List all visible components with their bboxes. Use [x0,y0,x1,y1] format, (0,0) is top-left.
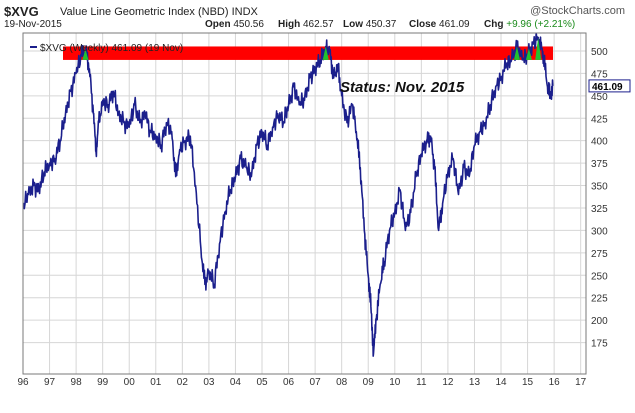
series-group [23,33,554,357]
last-value-label: 461.09 [592,82,623,93]
x-tick-label: 03 [203,377,215,388]
high-value: 462.57 [303,19,334,30]
resistance-band [63,46,553,60]
close-quote: Close 461.09 [409,19,470,30]
index-title: Value Line Geometric Index (NBD) [60,6,229,18]
x-tick-label: 08 [336,377,348,388]
y-tick-label: 275 [591,249,608,260]
y-tick-label: 350 [591,182,608,193]
y-tick-label: 175 [591,339,608,350]
y-tick-label: 225 [591,294,608,305]
x-tick-label: 16 [549,377,561,388]
x-tick-label: 01 [150,377,162,388]
y-tick-label: 250 [591,271,608,282]
close-value: 461.09 [439,19,470,30]
x-tick-label: 06 [283,377,295,388]
x-tick-label: 96 [17,377,29,388]
y-tick-label: 400 [591,137,608,148]
x-tick-label: 99 [97,377,109,388]
x-tick-label: 10 [389,377,401,388]
x-axis: 96 97 98 99 00 01 02 03 04 05 06 07 08 09 10 11 12 13 14 15… [17,377,586,388]
x-tick-label: 97 [44,377,56,388]
series-line [23,33,554,357]
change-quote: Chg +9.96 (+2.21%) [484,19,575,30]
low-label: Low [343,19,363,30]
x-tick-label: 00 [124,377,136,388]
legend-label: $XVG (Weekly) 461.09 (19 Nov) [40,43,183,54]
y-tick-label: 300 [591,226,608,237]
y-tick-label: 325 [591,204,608,215]
close-label: Close [409,19,437,30]
last-value-box [588,79,631,93]
peak-highlight [535,37,542,60]
x-tick-label: 07 [310,377,322,388]
change-value: +9.96 (+2.21%) [506,19,576,30]
peak-highlight [322,46,329,60]
low-quote: Low 450.37 [343,19,396,30]
x-tick-label: 14 [495,377,507,388]
x-tick-label: 98 [71,377,83,388]
y-tick-label: 475 [591,69,608,80]
x-tick-label: 13 [469,377,481,388]
peak-highlight [525,48,532,60]
x-tick-label: 15 [522,377,534,388]
x-tick-label: 12 [442,377,454,388]
x-tick-label: 05 [256,377,268,388]
y-tick-label: 450 [591,92,608,103]
peak-highlight [82,49,89,60]
high-label: High [278,19,301,30]
x-tick-label: 11 [416,377,427,388]
open-quote: Open 450.56 [205,19,264,30]
chart-symbol: $XVG [4,4,39,19]
y-tick-label: 200 [591,316,608,327]
open-value: 450.56 [233,19,264,30]
peak-highlights [82,37,542,60]
x-tick-label: 02 [177,377,189,388]
exchange-label: INDX [231,6,258,18]
open-label: Open [205,19,231,30]
y-tick-label: 500 [591,47,608,58]
y-axis: 175 200 225 250 275 300 325 350 375 400 425 450 475 5… [591,47,608,350]
y-tick-label: 425 [591,114,608,125]
quote-date: 19-Nov-2015 [4,19,62,30]
x-tick-label: 17 [575,377,587,388]
brand-label[interactable]: @StockCharts.com [530,5,625,17]
peak-highlight [513,46,520,60]
plot-border [22,32,587,375]
high-quote: High 462.57 [278,19,334,30]
x-tick-label: 04 [230,377,242,388]
low-value: 450.37 [365,19,397,30]
change-label: Chg [484,19,504,30]
y-tick-label: 375 [591,159,608,170]
x-tick-label: 09 [363,377,375,388]
status-annotation: Status: Nov. 2015 [340,79,465,96]
index-name: Value Line Geometric Index (NBD) INDX [60,6,258,18]
plot-area [23,33,586,374]
